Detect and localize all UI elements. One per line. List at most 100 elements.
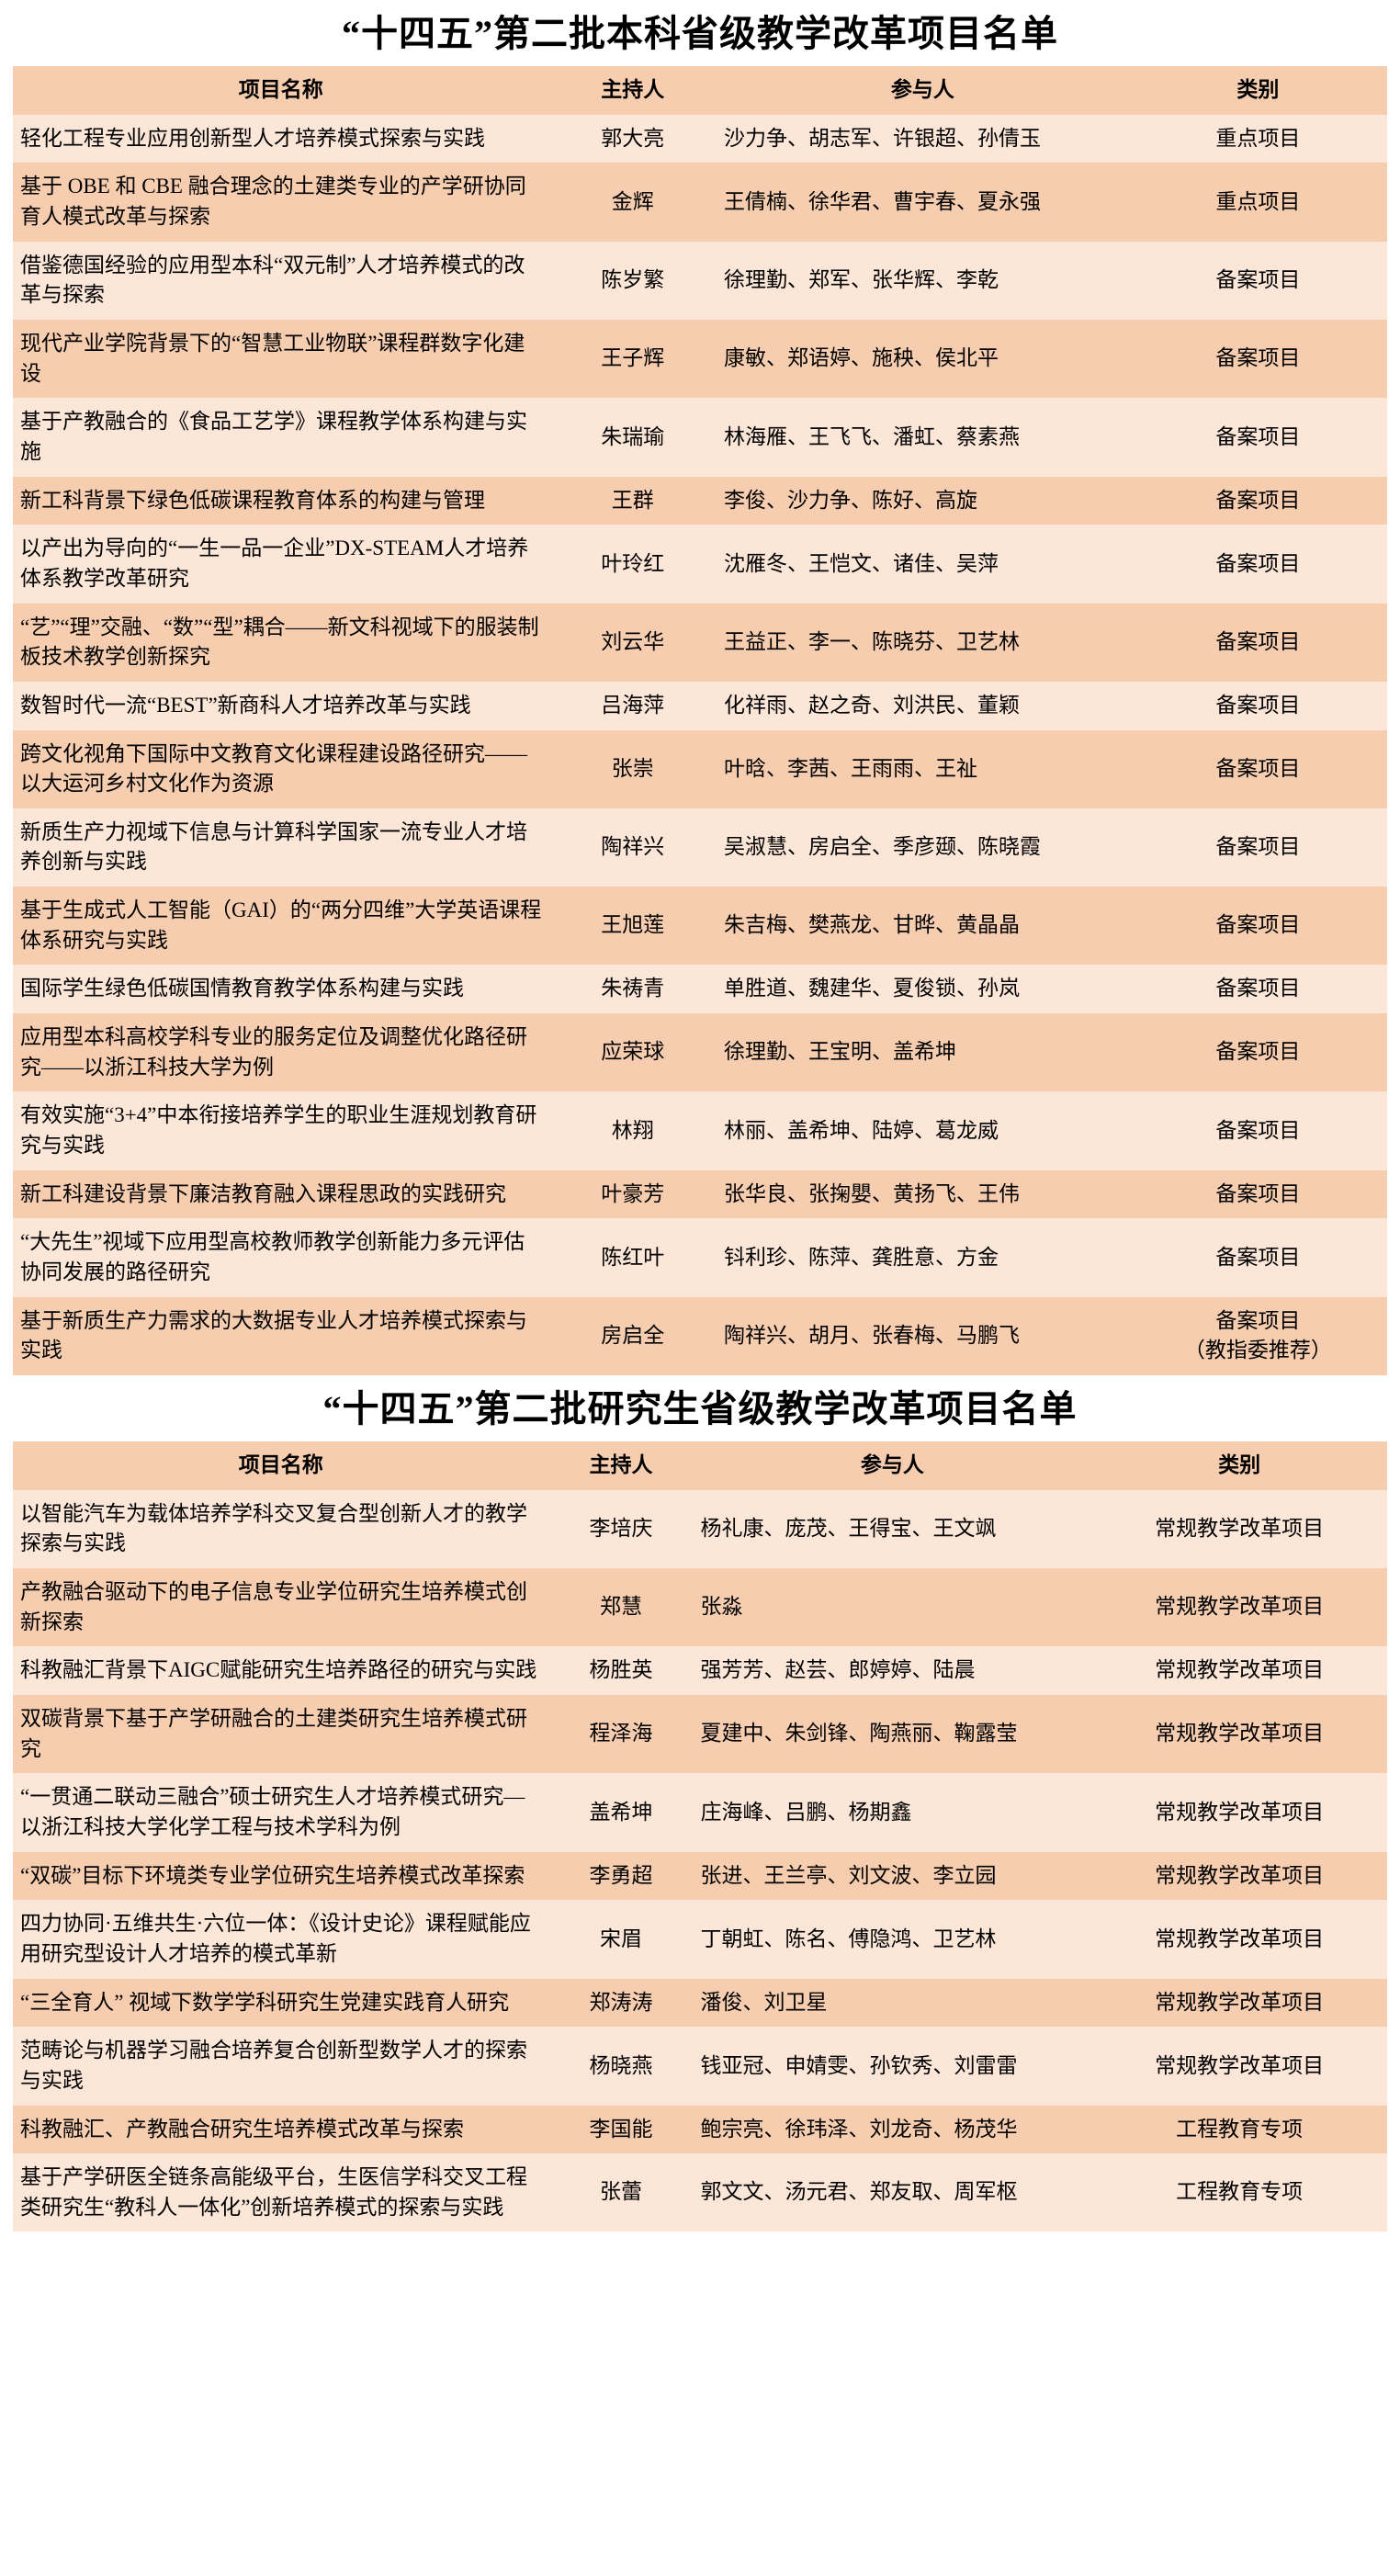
cell-participants: 郭文文、汤元君、郑友取、周军枢 [693,2153,1092,2232]
cell-host: 盖希坤 [548,1773,694,1852]
section-title-undergraduate: “十四五”第二批本科省级教学改革项目名单 [13,0,1387,66]
table-body-graduate: 以智能汽车为载体培养学科交叉复合型创新人才的教学探索与实践 李培庆 杨礼康、庞茂、王… [13,1489,1387,2232]
cell-project-name: “艺”“理”交融、“数”“型”耦合——新文科视域下的服装制板技术教学创新探究 [13,603,549,682]
table-header-undergraduate: 项目名称 主持人 参与人 类别 [13,66,1387,115]
cell-host: 杨晓燕 [548,2027,694,2106]
cell-category: 备案项目 [1128,808,1387,887]
column-header-category: 类别 [1091,1441,1387,1490]
cell-category: 常规教学改革项目 [1091,1694,1387,1774]
cell-host: 王群 [548,476,717,525]
cell-host: 吕海萍 [548,681,717,730]
table-row: 轻化工程专业应用创新型人才培养模式探索与实践 郭大亮 沙力争、胡志军、许银超、孙倩玉… [13,114,1387,164]
cell-participants: 沈雁冬、王恺文、诸佳、吴萍 [716,525,1129,604]
cell-participants: 陶祥兴、胡月、张春梅、马鹏飞 [716,1296,1129,1375]
cell-category: 备案项目 [1128,1218,1387,1297]
cell-category: 常规教学改革项目 [1091,1489,1387,1568]
cell-host: 朱瑞瑜 [548,398,717,477]
cell-participants: 张淼 [693,1567,1092,1647]
table-row: 基于生成式人工智能（GAI）的“两分四维”大学英语课程体系研究与实践 王旭莲 朱吉梅… [13,887,1387,966]
cell-participants: 单胜道、魏建华、夏俊锁、孙岚 [716,965,1129,1014]
cell-project-name: 国际学生绿色低碳国情教育教学体系构建与实践 [13,965,549,1014]
cell-project-name: “大先生”视域下应用型高校教师教学创新能力多元评估协同发展的路径研究 [13,1218,549,1297]
table-row: 产教融合驱动下的电子信息专业学位研究生培养模式创新探索 郑慧 张淼 常规教学改革项目 [13,1567,1387,1647]
column-header-host: 主持人 [548,66,717,115]
column-header-category: 类别 [1128,66,1387,115]
cell-host: 陶祥兴 [548,808,717,887]
cell-participants: 杨礼康、庞茂、王得宝、王文飒 [693,1489,1092,1568]
cell-project-name: 双碳背景下基于产学研融合的土建类研究生培养模式研究 [13,1694,549,1774]
cell-host: 王旭莲 [548,887,717,966]
cell-project-name: 现代产业学院背景下的“智慧工业物联”课程群数字化建设 [13,319,549,399]
cell-host: 陈岁繁 [548,241,717,320]
cell-project-name: 以智能汽车为载体培养学科交叉复合型创新人才的教学探索与实践 [13,1489,549,1568]
table-graduate-projects: 项目名称 主持人 参与人 类别 以智能汽车为载体培养学科交叉复合型创新人才的教学… [13,1441,1387,2232]
cell-participants: 钱亚冠、申婧雯、孙钦秀、刘雷雷 [693,2027,1092,2106]
cell-project-name: “一贯通二联动三融合”硕士研究生人才培养模式研究—以浙江科技大学化学工程与技术学… [13,1773,549,1852]
cell-participants: 张华良、张掬嬰、黄扬飞、王伟 [716,1169,1129,1219]
cell-project-name: 基于 OBE 和 CBE 融合理念的土建类专业的产学研协同育人模式改革与探索 [13,163,549,242]
cell-project-name: 四力协同·五维共生·六位一体：《设计史论》课程赋能应用研究型设计人才培养的模式革… [13,1900,549,1979]
cell-participants: 林丽、盖希坤、陆婷、葛龙威 [716,1091,1129,1170]
cell-participants: 鲍宗亮、徐玮泽、刘龙奇、杨茂华 [693,2105,1092,2154]
cell-participants: 王倩楠、徐华君、曹宇春、夏永强 [716,163,1129,242]
cell-category: 工程教育专项 [1091,2105,1387,2154]
cell-host: 李培庆 [548,1489,694,1568]
cell-category: 工程教育专项 [1091,2153,1387,2232]
cell-project-name: 借鉴德国经验的应用型本科“双元制”人才培养模式的改革与探索 [13,241,549,320]
cell-participants: 叶晗、李茜、王雨雨、王祉 [716,729,1129,808]
cell-project-name: 基于产教融合的《食品工艺学》课程教学体系构建与实施 [13,398,549,477]
cell-category: 备案项目 [1128,681,1387,730]
table-row: 基于 OBE 和 CBE 融合理念的土建类专业的产学研协同育人模式改革与探索 金辉… [13,163,1387,242]
table-row: 基于新质生产力需求的大数据专业人才培养模式探索与实践 房启全 陶祥兴、胡月、张春梅、… [13,1296,1387,1375]
cell-host: 张蕾 [548,2153,694,2232]
table-row: 基于产教融合的《食品工艺学》课程教学体系构建与实施 朱瑞瑜 林海雁、王飞飞、潘虹、蔡… [13,398,1387,477]
cell-category: 备案项目 [1128,729,1387,808]
cell-project-name: 以产出为导向的“一生一品一企业”DX-STEAM人才培养体系教学改革研究 [13,525,549,604]
section-undergraduate: “十四五”第二批本科省级教学改革项目名单 项目名称 主持人 参与人 类别 轻化工… [13,0,1387,1375]
cell-project-name: 范畴论与机器学习融合培养复合创新型数学人才的探索与实践 [13,2027,549,2106]
table-row: “一贯通二联动三融合”硕士研究生人才培养模式研究—以浙江科技大学化学工程与技术学… [13,1773,1387,1852]
table-row: “三全育人” 视域下数学学科研究生党建实践育人研究 郑涛涛 潘俊、刘卫星 常规教学改革… [13,1978,1387,2028]
table-row: 新质生产力视域下信息与计算科学国家一流专业人才培养创新与实践 陶祥兴 吴淑慧、房启全… [13,808,1387,887]
table-row: 现代产业学院背景下的“智慧工业物联”课程群数字化建设 王子辉 康敏、郑语婷、施秧、侯… [13,319,1387,399]
cell-category: 备案项目 [1128,1169,1387,1219]
cell-participants: 徐理勤、郑军、张华辉、李乾 [716,241,1129,320]
cell-category: 备案项目 [1128,1091,1387,1170]
cell-category: 备案项目 [1128,525,1387,604]
table-row: 有效实施“3+4”中本衔接培养学生的职业生涯规划教育研究与实践 林翔 林丽、盖希坤、… [13,1091,1387,1170]
cell-participants: 潘俊、刘卫星 [693,1978,1092,2028]
cell-category: 备案项目 [1128,887,1387,966]
cell-participants: 朱吉梅、樊燕龙、甘晔、黄晶晶 [716,887,1129,966]
cell-category: 重点项目 [1128,114,1387,164]
cell-participants: 丁朝虹、陈名、傅隐鸿、卫艺林 [693,1900,1092,1979]
cell-category: 备案项目 [1128,241,1387,320]
cell-host: 金辉 [548,163,717,242]
column-header-host: 主持人 [548,1441,694,1490]
cell-project-name: 科教融汇背景下AIGC赋能研究生培养路径的研究与实践 [13,1646,549,1695]
cell-category: 重点项目 [1128,163,1387,242]
table-row: 新工科建设背景下廉洁教育融入课程思政的实践研究 叶豪芳 张华良、张掬嬰、黄扬飞、王伟… [13,1169,1387,1219]
column-header-participants: 参与人 [716,66,1129,115]
table-row: 基于产学研医全链条高能级平台，生医信学科交叉工程类研究生“教科人一体化”创新培养… [13,2153,1387,2232]
cell-participants: 沙力争、胡志军、许银超、孙倩玉 [716,114,1129,164]
cell-project-name: 基于生成式人工智能（GAI）的“两分四维”大学英语课程体系研究与实践 [13,887,549,966]
table-row: 国际学生绿色低碳国情教育教学体系构建与实践 朱祷青 单胜道、魏建华、夏俊锁、孙岚 备案… [13,965,1387,1014]
cell-project-name: 数智时代一流“BEST”新商科人才培养改革与实践 [13,681,549,730]
cell-participants: 王益正、李一、陈晓芬、卫艺林 [716,603,1129,682]
table-row: 应用型本科高校学科专业的服务定位及调整优化路径研究——以浙江科技大学为例 应荣球徐… [13,1013,1387,1092]
cell-category: 备案项目 [1128,476,1387,525]
table-row: 借鉴德国经验的应用型本科“双元制”人才培养模式的改革与探索 陈岁繁 徐理勤、郑军、张… [13,241,1387,320]
cell-category: 备案项目 [1128,319,1387,399]
cell-host: 张崇 [548,729,717,808]
cell-host: 王子辉 [548,319,717,399]
table-body-undergraduate: 轻化工程专业应用创新型人才培养模式探索与实践 郭大亮 沙力争、胡志军、许银超、孙倩玉… [13,114,1387,1375]
cell-host: 李勇超 [548,1851,694,1901]
cell-project-name: 轻化工程专业应用创新型人才培养模式探索与实践 [13,114,549,164]
cell-category: 常规教学改革项目 [1091,1567,1387,1647]
cell-host: 杨胜英 [548,1646,694,1695]
cell-category: 备案项目 [1128,1013,1387,1092]
table-row: 数智时代一流“BEST”新商科人才培养改革与实践 吕海萍 化祥雨、赵之奇、刘洪民、董… [13,681,1387,730]
cell-category: 常规教学改革项目 [1091,1773,1387,1852]
column-header-participants: 参与人 [693,1441,1092,1490]
cell-participants: 钭利珍、陈萍、龚胜意、方金 [716,1218,1129,1297]
